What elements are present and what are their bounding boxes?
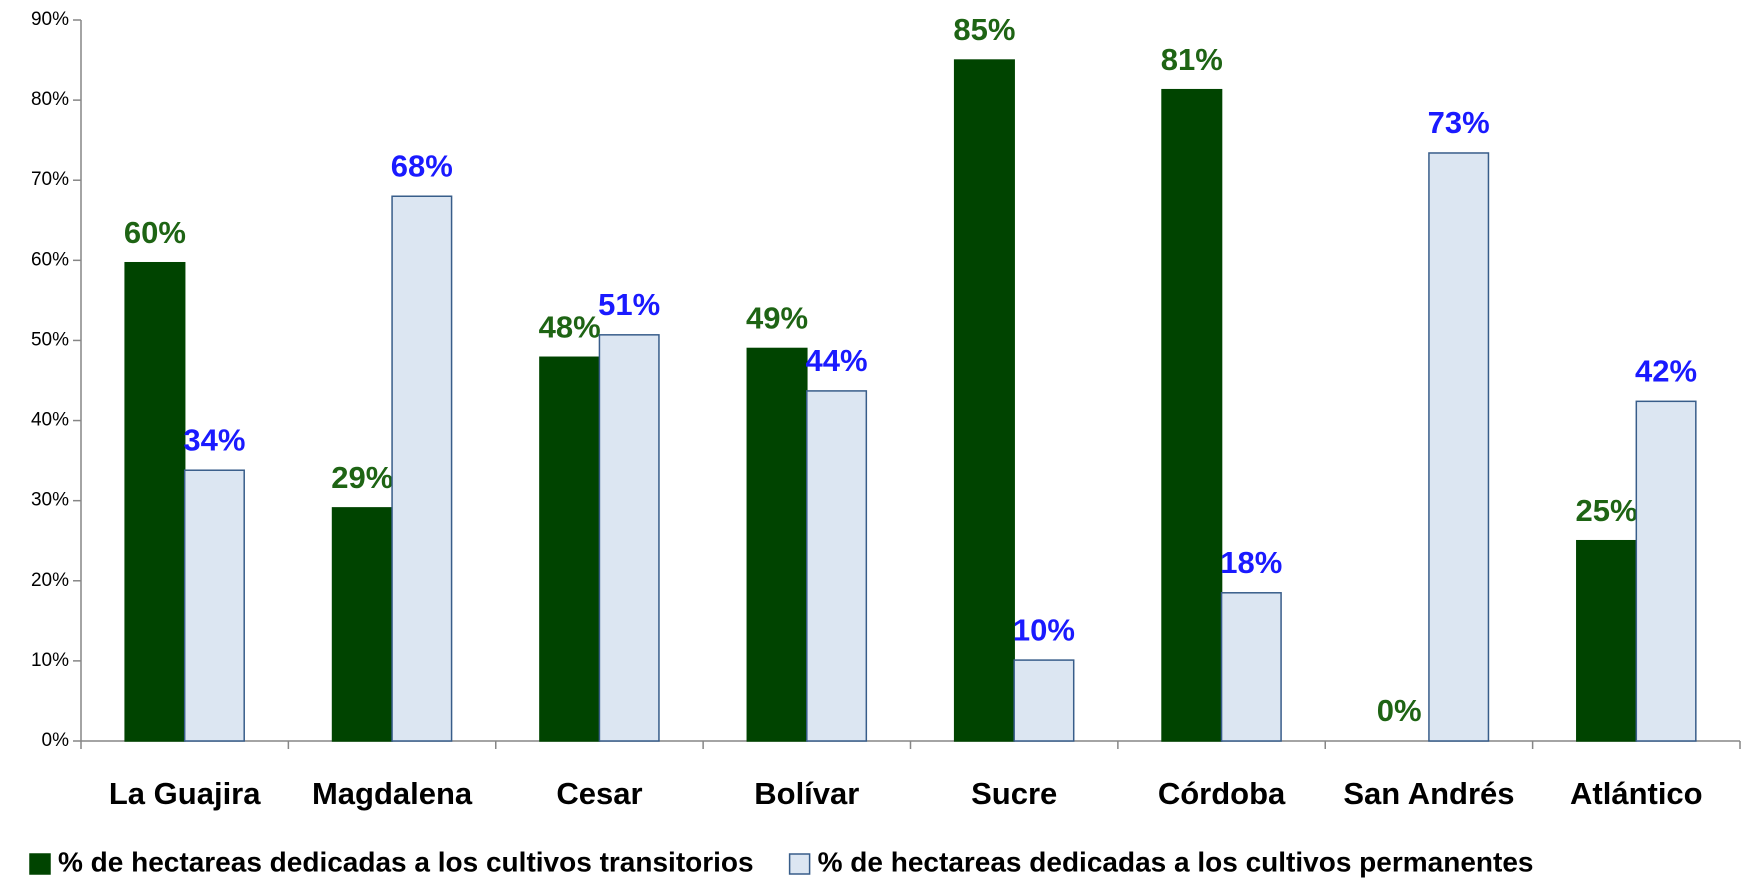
value-label: 10% bbox=[1013, 612, 1075, 647]
bar bbox=[1161, 88, 1223, 742]
bar bbox=[1220, 592, 1282, 742]
bar bbox=[539, 356, 601, 742]
bar bbox=[183, 469, 245, 742]
y-tick-label: 20% bbox=[31, 570, 69, 591]
x-tick-label: Bolívar bbox=[754, 776, 859, 811]
bar bbox=[806, 390, 868, 742]
value-label: 73% bbox=[1428, 105, 1490, 140]
bar bbox=[124, 261, 186, 742]
value-label: 60% bbox=[124, 215, 186, 250]
x-tick-label: La Guajira bbox=[109, 776, 261, 811]
y-tick-label: 70% bbox=[31, 169, 69, 190]
value-label: 51% bbox=[598, 287, 660, 322]
value-label: 48% bbox=[539, 309, 601, 344]
value-label: 18% bbox=[1220, 545, 1282, 580]
x-tick-label: San Andrés bbox=[1343, 776, 1514, 811]
legend-swatch bbox=[788, 853, 811, 875]
legend-label: % de hectareas dedicadas a los cultivos … bbox=[58, 846, 754, 877]
value-label: 42% bbox=[1635, 354, 1697, 389]
x-tick-label: Córdoba bbox=[1158, 776, 1286, 811]
bar bbox=[1576, 539, 1638, 742]
bar bbox=[1013, 659, 1075, 742]
value-label: 29% bbox=[331, 460, 393, 495]
x-tick-label: Magdalena bbox=[312, 776, 473, 811]
bar bbox=[331, 507, 393, 742]
y-tick-label: 60% bbox=[31, 249, 69, 270]
value-label: 68% bbox=[391, 148, 453, 183]
y-tick-label: 30% bbox=[31, 490, 69, 511]
value-label: 25% bbox=[1576, 493, 1638, 528]
legend-label: % de hectareas dedicadas a los cultivos … bbox=[818, 846, 1534, 877]
legend-swatch bbox=[29, 853, 51, 875]
x-tick-label: Atlántico bbox=[1570, 776, 1703, 811]
value-label: 34% bbox=[183, 422, 245, 457]
bar bbox=[953, 59, 1015, 742]
value-label: 44% bbox=[806, 343, 868, 378]
y-tick-label: 80% bbox=[31, 89, 69, 110]
value-label: 49% bbox=[746, 301, 808, 336]
y-tick-label: 40% bbox=[31, 410, 69, 431]
value-label: 81% bbox=[1161, 42, 1223, 77]
y-tick-label: 10% bbox=[31, 650, 69, 671]
x-tick-label: Sucre bbox=[971, 776, 1057, 811]
value-label: 0% bbox=[1377, 693, 1422, 728]
bar bbox=[746, 347, 808, 742]
y-tick-label: 90% bbox=[31, 9, 69, 30]
bar bbox=[391, 195, 453, 742]
bar bbox=[1635, 400, 1697, 742]
bar bbox=[598, 334, 660, 742]
x-tick-label: Cesar bbox=[556, 776, 642, 811]
y-tick-label: 0% bbox=[42, 730, 70, 751]
value-label: 85% bbox=[953, 12, 1015, 47]
y-tick-label: 50% bbox=[31, 329, 69, 350]
bar bbox=[1428, 152, 1490, 742]
